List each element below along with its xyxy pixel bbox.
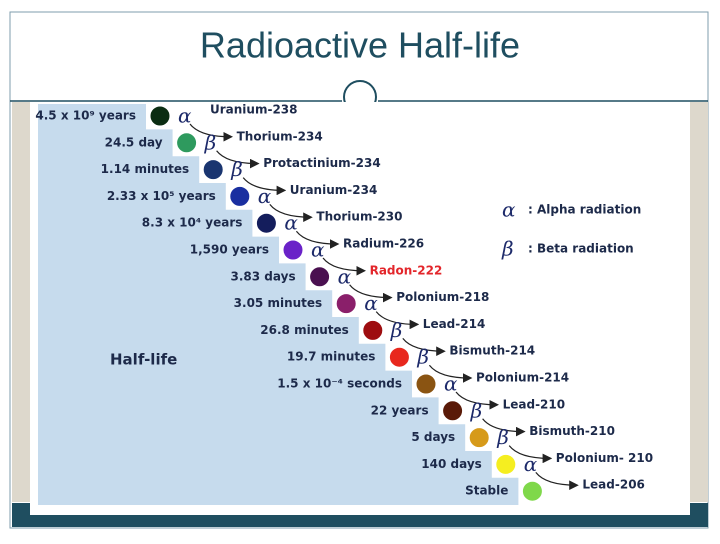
decay-arrow — [189, 123, 233, 142]
slide-title: Radioactive Half-life — [200, 25, 520, 66]
half-life-label: Half-life — [110, 351, 177, 369]
nuclide-name: Bismuth-214 — [449, 344, 535, 358]
nuclide-dot — [388, 346, 410, 368]
half-life: 8.3 x 10⁴ years — [142, 216, 243, 230]
half-life: 1,590 years — [190, 243, 269, 257]
half-life: 1.5 x 10⁻⁴ seconds — [277, 377, 402, 391]
radiation-symbol: β — [416, 345, 429, 369]
half-life: 5 days — [411, 430, 455, 444]
radiation-symbol: α — [311, 238, 325, 262]
staircase — [38, 104, 519, 505]
decay-arrow — [455, 391, 499, 410]
nuclide-name: Bismuth-210 — [529, 424, 615, 438]
decay-arrow — [428, 364, 473, 383]
half-life: Stable — [465, 484, 508, 498]
nuclide-name: Radon-222 — [370, 263, 443, 277]
nuclide-dot — [521, 480, 543, 502]
radiation-symbol: α — [284, 211, 298, 235]
nuclide-name: Radium-226 — [343, 237, 424, 251]
decay-arrow — [295, 230, 340, 249]
nuclide-name: Uranium-238 — [210, 103, 298, 117]
legend-label: : Alpha radiation — [528, 203, 641, 217]
radiation-symbol: β — [230, 157, 243, 181]
radiation-symbol: α — [338, 264, 352, 288]
nuclide-name: Uranium-234 — [290, 183, 378, 197]
nuclide-dot — [309, 266, 331, 288]
half-life: 22 years — [371, 403, 429, 417]
decay-arrow — [322, 257, 366, 276]
radiation-symbol: β — [496, 425, 509, 449]
legend-label: : Beta radiation — [528, 242, 634, 256]
decay-arrow — [242, 177, 287, 196]
nuclide-name: Lead-210 — [503, 397, 566, 411]
decay-arrow — [535, 472, 579, 490]
decay-arrow — [508, 445, 553, 464]
half-life: 24.5 day — [105, 135, 163, 149]
legend-symbol: α — [502, 198, 516, 222]
radiation-symbol: α — [524, 452, 538, 476]
radiation-symbol: β — [470, 398, 483, 422]
radiation-symbol: α — [444, 372, 458, 396]
radiation-symbol: β — [204, 130, 217, 154]
legend-symbol: β — [501, 237, 514, 261]
half-life: 1.14 minutes — [101, 162, 190, 176]
nuclide-name: Polonium-218 — [396, 290, 489, 304]
half-life: 4.5 x 10⁹ years — [35, 109, 136, 123]
side-panel — [12, 102, 30, 502]
decay-chain: 4.5 x 10⁹ years α Uranium-238 24.5 day β Thor… — [35, 103, 653, 502]
nuclide-dot — [229, 185, 251, 207]
radiation-symbol: α — [258, 184, 272, 208]
nuclide-dot — [415, 373, 437, 395]
nuclide-dot — [255, 212, 277, 234]
nuclide-name: Polonium-214 — [476, 371, 569, 385]
decay-arrow — [216, 150, 260, 169]
nuclide-name: Lead-206 — [582, 478, 645, 492]
nuclide-name: Thorium-230 — [316, 210, 402, 224]
nuclide-dot — [362, 319, 384, 341]
nuclide-dot — [468, 427, 490, 449]
decay-arrow — [375, 311, 420, 330]
decay-arrow — [349, 284, 393, 303]
nuclide-dot — [442, 400, 464, 422]
nuclide-dot — [149, 105, 171, 127]
nuclide-dot — [176, 132, 198, 154]
radiation-symbol: β — [390, 318, 403, 342]
half-life: 3.05 minutes — [234, 296, 323, 310]
nuclide-name: Lead-214 — [423, 317, 486, 331]
half-life: 140 days — [421, 457, 482, 471]
radiation-symbol: α — [364, 291, 378, 315]
half-life: 19.7 minutes — [287, 350, 376, 364]
nuclide-name: Thorium-234 — [237, 129, 323, 143]
nuclide-name: Polonium- 210 — [556, 451, 653, 465]
nuclide-dot — [495, 453, 517, 475]
nuclide-dot — [202, 159, 224, 181]
decay-arrow — [482, 418, 526, 437]
half-life: 26.8 minutes — [260, 323, 349, 337]
half-life: 2.33 x 10⁵ years — [107, 189, 216, 203]
nuclide-dot — [282, 239, 304, 261]
staircase-fill — [38, 104, 519, 505]
radiation-symbol: α — [178, 104, 192, 128]
nuclide-name: Protactinium-234 — [263, 156, 381, 170]
side-panel — [690, 102, 708, 502]
decay-arrow — [269, 204, 313, 222]
decay-arrow — [402, 338, 446, 356]
half-life: 3.83 days — [231, 269, 296, 283]
nuclide-dot — [335, 293, 357, 315]
